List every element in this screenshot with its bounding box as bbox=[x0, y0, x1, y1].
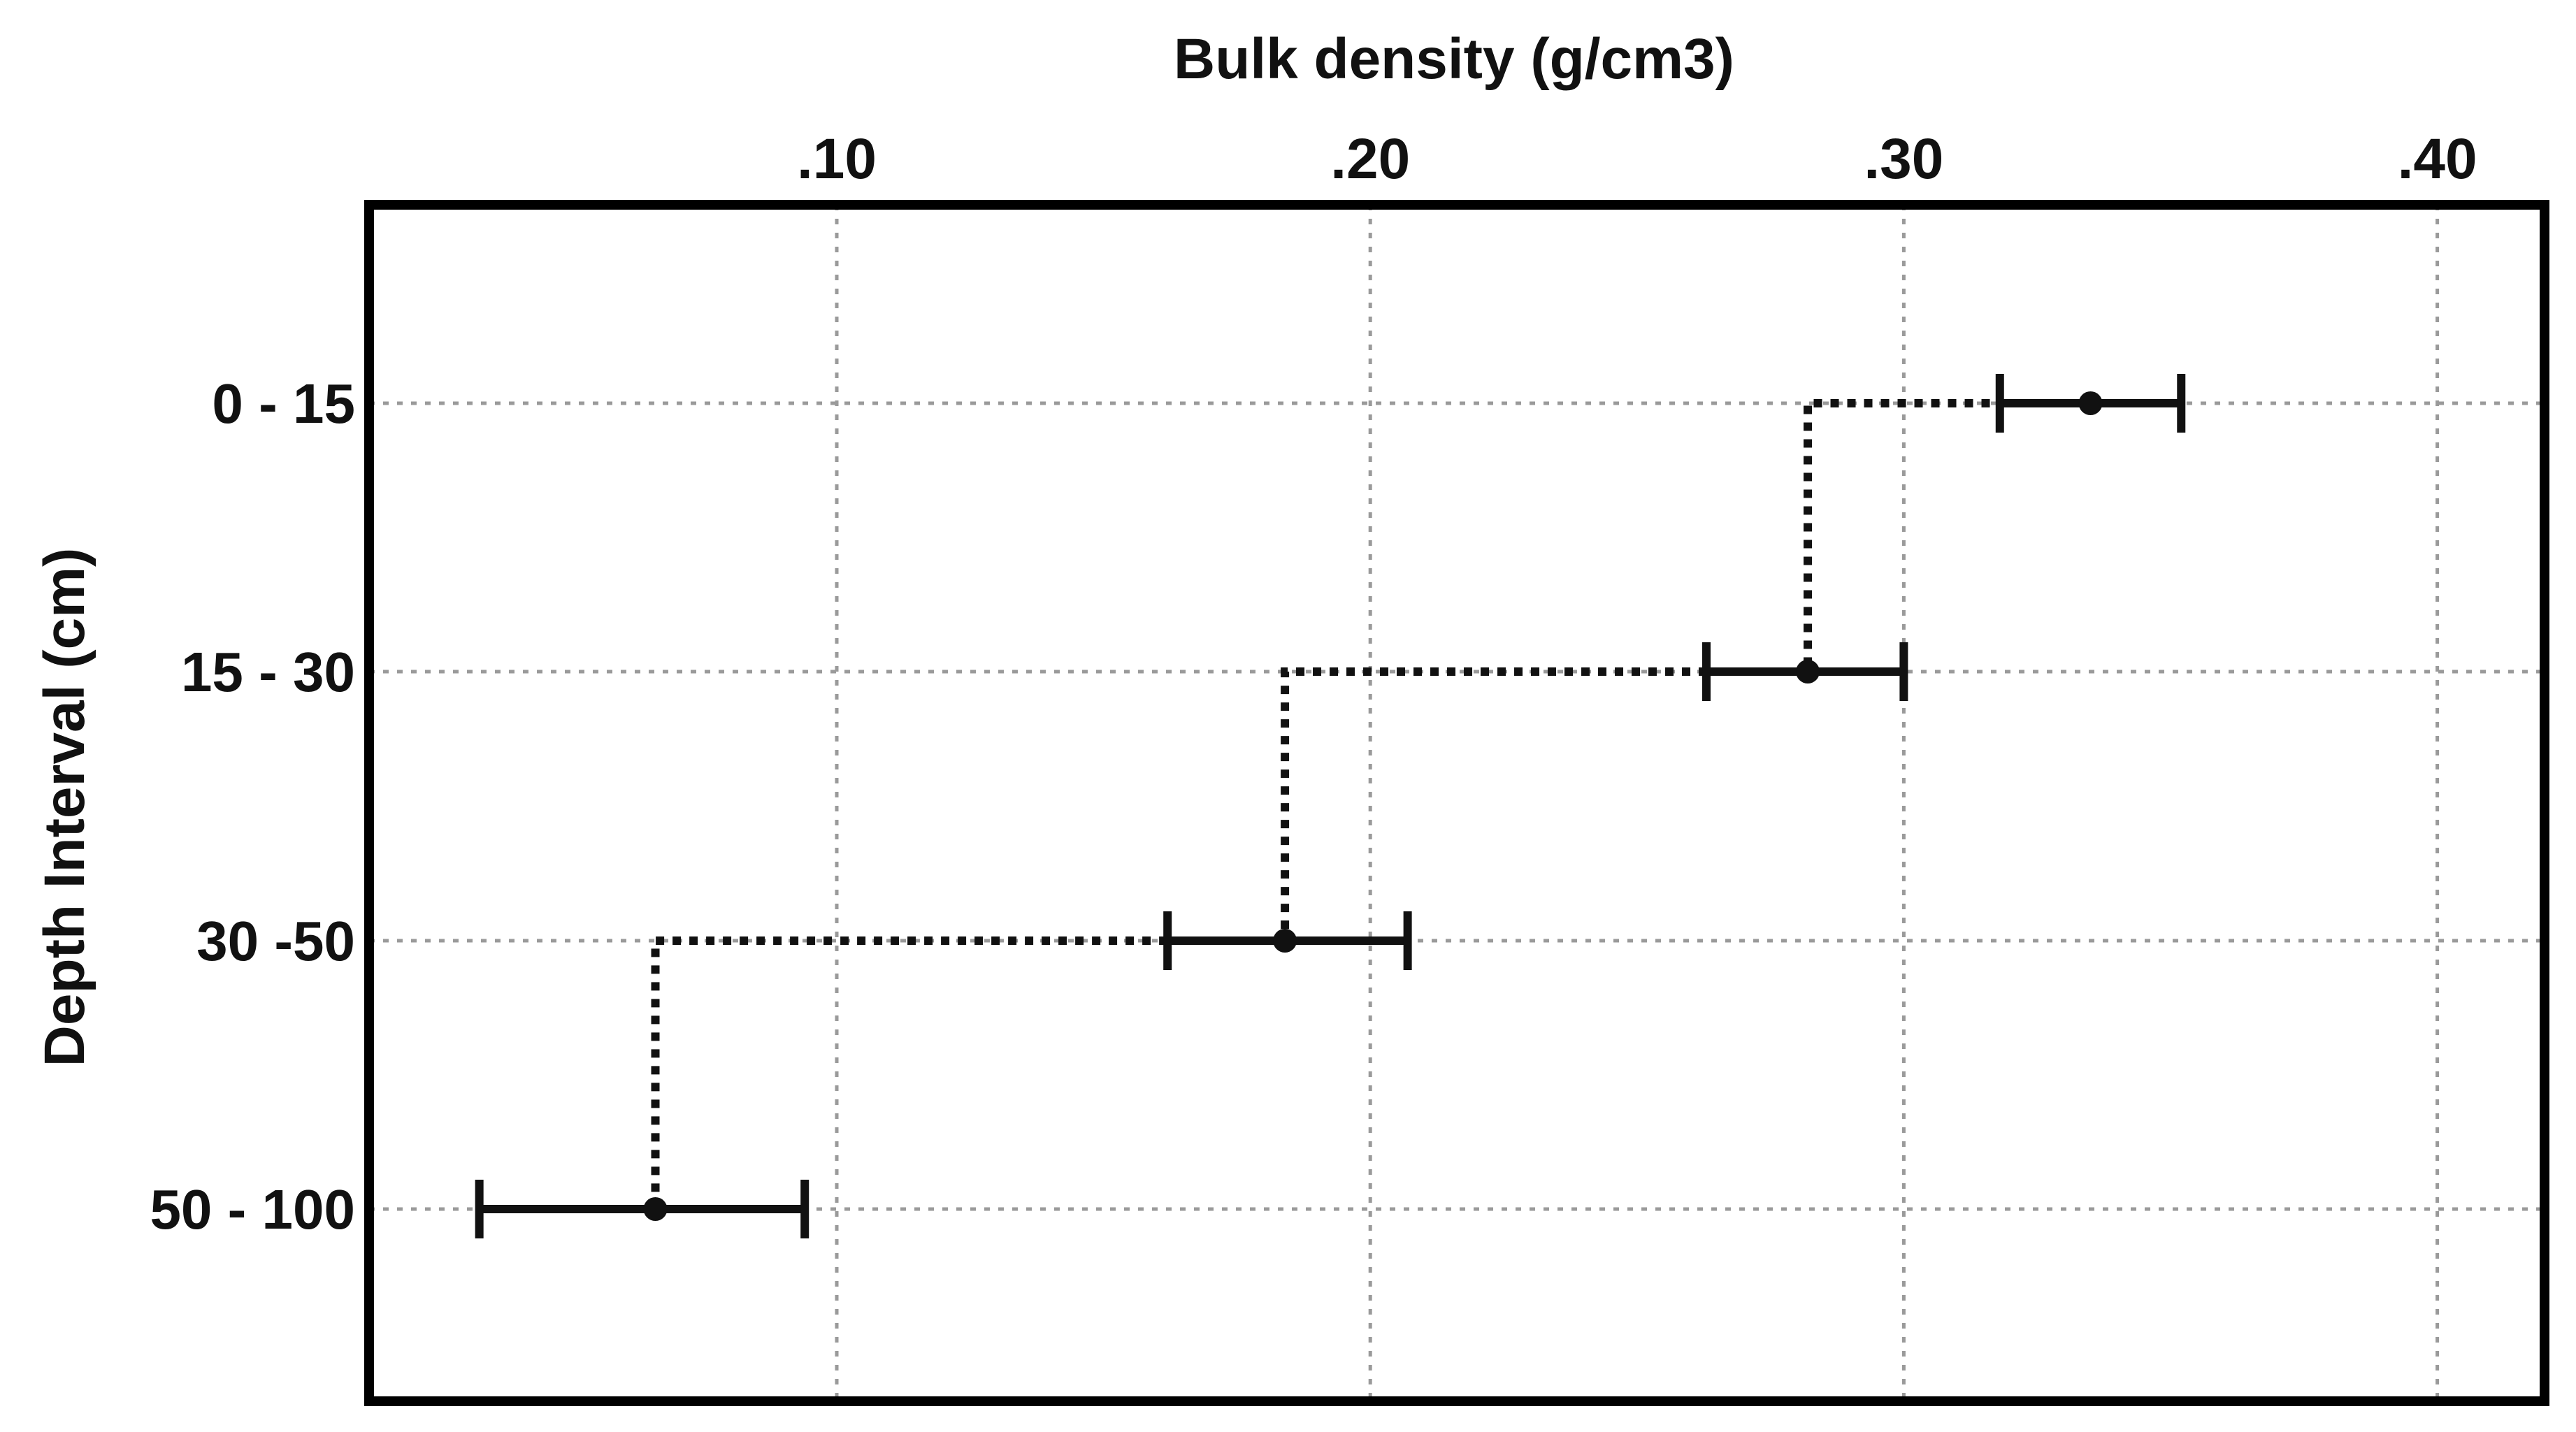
step-connector bbox=[1804, 399, 2091, 672]
x-axis-title: Bulk density (g/cm3) bbox=[1174, 27, 1734, 91]
data-point bbox=[1273, 929, 1297, 953]
step-connector bbox=[651, 936, 1286, 1209]
x-tick-label: .20 bbox=[1330, 127, 1410, 191]
plot-frame bbox=[364, 200, 2549, 1406]
x-tick-label: .10 bbox=[797, 127, 877, 191]
data-point bbox=[1796, 660, 1820, 684]
step-line-layer bbox=[651, 399, 2091, 1209]
grid-layer bbox=[369, 205, 2545, 1401]
data-point-layer bbox=[643, 391, 2103, 1221]
y-category-label: 0 - 15 bbox=[212, 373, 355, 435]
y-axis-title: Depth Interval (cm) bbox=[33, 548, 96, 1067]
y-category-label: 30 -50 bbox=[196, 910, 355, 972]
x-tick-label: .30 bbox=[1864, 127, 1943, 191]
y-category-label: 50 - 100 bbox=[150, 1178, 355, 1241]
x-tick-label: .40 bbox=[2398, 127, 2477, 191]
y-category-label: 15 - 30 bbox=[181, 641, 355, 703]
data-point bbox=[2078, 391, 2103, 415]
data-point bbox=[643, 1197, 668, 1221]
tick-label-layer: .10 .20 .30 .40 0 - 15 15 - 30 30 -50 50 - 100 bbox=[150, 127, 2477, 1241]
step-connector bbox=[1281, 667, 1808, 941]
error-bar-layer bbox=[475, 374, 2186, 1238]
